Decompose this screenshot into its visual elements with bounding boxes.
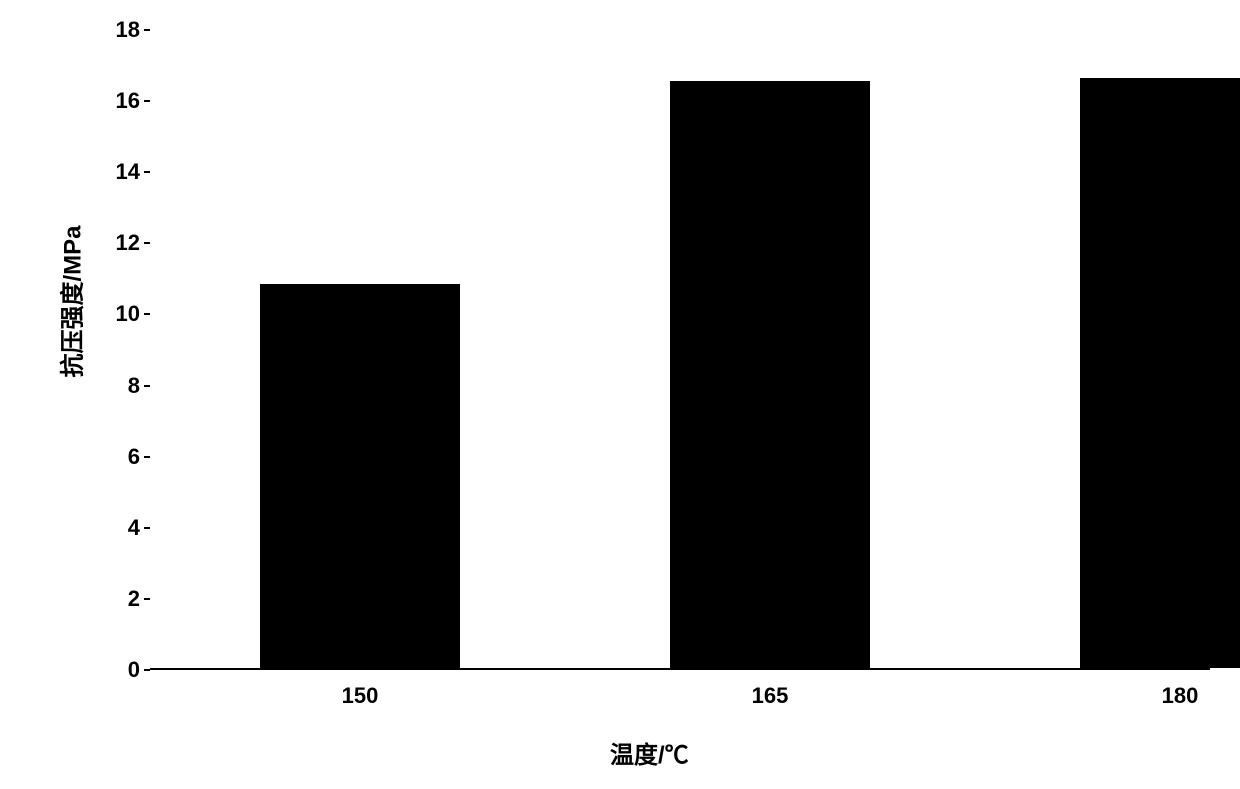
x-tick-label: 150 bbox=[342, 683, 379, 709]
y-tick-mark bbox=[144, 313, 150, 315]
y-tick-label: 12 bbox=[116, 230, 140, 256]
y-tick-mark bbox=[144, 242, 150, 244]
y-tick-label: 18 bbox=[116, 17, 140, 43]
x-tick-label: 165 bbox=[752, 683, 789, 709]
y-tick-mark bbox=[144, 100, 150, 102]
y-tick-mark bbox=[144, 385, 150, 387]
y-tick-mark bbox=[144, 29, 150, 31]
y-tick-label: 16 bbox=[116, 88, 140, 114]
y-tick-label: 4 bbox=[128, 515, 140, 541]
x-tick-label: 180 bbox=[1162, 683, 1199, 709]
bar bbox=[260, 284, 460, 668]
y-tick-label: 8 bbox=[128, 373, 140, 399]
y-tick-label: 10 bbox=[116, 301, 140, 327]
y-tick-label: 14 bbox=[116, 159, 140, 185]
y-tick-label: 2 bbox=[128, 586, 140, 612]
y-tick-label: 0 bbox=[128, 657, 140, 683]
y-tick-label: 6 bbox=[128, 444, 140, 470]
bar bbox=[670, 81, 870, 668]
bar bbox=[1080, 78, 1240, 668]
y-tick-mark bbox=[144, 598, 150, 600]
y-tick-mark bbox=[144, 456, 150, 458]
y-axis-label: 抗压强度/MPa bbox=[53, 225, 88, 377]
plot-area: 024681012141618150165180 bbox=[150, 30, 1210, 670]
chart-container: 抗压强度/MPa 温度/℃ 024681012141618150165180 bbox=[60, 20, 1220, 770]
y-tick-mark bbox=[144, 669, 150, 671]
y-tick-mark bbox=[144, 171, 150, 173]
y-tick-mark bbox=[144, 527, 150, 529]
x-axis-label: 温度/℃ bbox=[610, 735, 689, 770]
